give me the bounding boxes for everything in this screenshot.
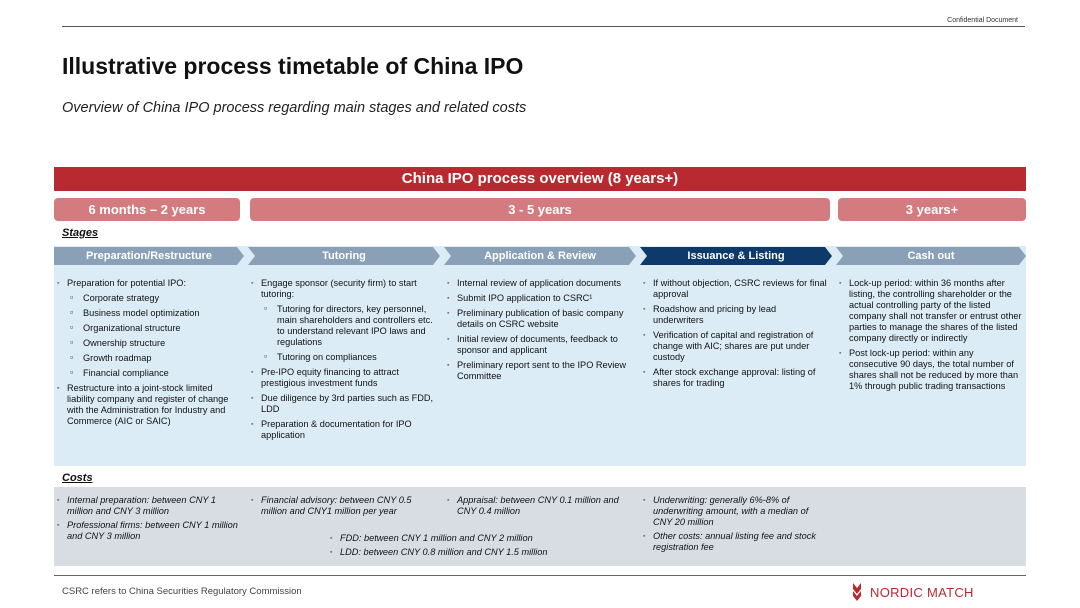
bullet-item: Preparation for potential IPO: Corporate… bbox=[57, 278, 240, 379]
bullet-item: Engage sponsor (security firm) to start … bbox=[251, 278, 436, 363]
costs-application-review: Appraisal: between CNY 0.1 million and C… bbox=[447, 495, 632, 520]
stage-details-preparation: Preparation for potential IPO: Corporate… bbox=[57, 278, 240, 431]
duration-bar-tutoring-to-listing: 3 - 5 years bbox=[250, 198, 830, 221]
duration-bar-cash-out: 3 years+ bbox=[838, 198, 1026, 221]
cost-item: Financial advisory: between CNY 0.5 mill… bbox=[251, 495, 436, 517]
cost-item: FDD: between CNY 1 million and CNY 2 mil… bbox=[330, 533, 630, 544]
sub-bullet-item: Financial compliance bbox=[67, 367, 240, 379]
sub-bullet-item: Tutoring on compliances bbox=[261, 351, 436, 363]
bullet-item: Submit IPO application to CSRC¹ bbox=[447, 293, 632, 304]
stage-details-issuance-listing: If without objection, CSRC reviews for f… bbox=[643, 278, 828, 393]
costs-label: Costs bbox=[62, 472, 93, 484]
stage-details-cash-out: Lock-up period: within 36 months after l… bbox=[839, 278, 1024, 396]
cost-item: Underwriting: generally 6%-8% of underwr… bbox=[643, 495, 828, 528]
stage-details-tutoring: Engage sponsor (security firm) to start … bbox=[251, 278, 436, 445]
stage-chevron-application-review: Application & Review bbox=[444, 247, 636, 265]
stage-chevron-cash-out: Cash out bbox=[836, 247, 1026, 265]
logo-mark-icon bbox=[853, 583, 861, 601]
bullet-text: Engage sponsor (security firm) to start … bbox=[261, 278, 417, 299]
costs-preparation: Internal preparation: between CNY 1 mill… bbox=[57, 495, 240, 545]
top-divider bbox=[62, 26, 1025, 27]
bullet-item: Verification of capital and registration… bbox=[643, 330, 828, 363]
page-subtitle: Overview of China IPO process regarding … bbox=[62, 100, 527, 116]
cost-item: Appraisal: between CNY 0.1 million and C… bbox=[447, 495, 632, 517]
bullet-item: Pre-IPO equity financing to attract pres… bbox=[251, 367, 436, 389]
cost-item: Other costs: annual listing fee and stoc… bbox=[643, 531, 828, 553]
stages-label: Stages bbox=[62, 227, 99, 239]
bullet-item: Roadshow and pricing by lead underwriter… bbox=[643, 304, 828, 326]
duration-bar-preparation: 6 months – 2 years bbox=[54, 198, 240, 221]
logo-text: NORDIC MATCH bbox=[870, 584, 974, 600]
bullet-item: Initial review of documents, feedback to… bbox=[447, 334, 632, 356]
sub-bullet-item: Business model optimization bbox=[67, 307, 240, 319]
sub-bullet-item: Ownership structure bbox=[67, 337, 240, 349]
stage-chevron-issuance-listing: Issuance & Listing bbox=[640, 247, 832, 265]
bullet-item: Due diligence by 3rd parties such as FDD… bbox=[251, 393, 436, 415]
page-title: Illustrative process timetable of China … bbox=[62, 53, 524, 79]
bullet-item: Post lock-up period: within any consecut… bbox=[839, 348, 1024, 392]
bottom-divider bbox=[54, 575, 1026, 576]
cost-item: Professional firms: between CNY 1 millio… bbox=[57, 520, 240, 542]
costs-issuance-listing: Underwriting: generally 6%-8% of underwr… bbox=[643, 495, 828, 556]
sub-bullet-item: Growth roadmap bbox=[67, 352, 240, 364]
stage-chevron-preparation: Preparation/Restructure bbox=[54, 247, 244, 265]
nordic-match-logo: NORDIC MATCH bbox=[850, 580, 974, 604]
overview-banner: China IPO process overview (8 years+) bbox=[54, 167, 1026, 191]
confidential-label: Confidential Document bbox=[947, 17, 1018, 24]
bullet-item: Preliminary publication of basic company… bbox=[447, 308, 632, 330]
footnote: CSRC refers to China Securities Regulato… bbox=[62, 586, 302, 597]
costs-tutoring: Financial advisory: between CNY 0.5 mill… bbox=[251, 495, 436, 520]
stage-details-application-review: Internal review of application documents… bbox=[447, 278, 632, 386]
bullet-item: Lock-up period: within 36 months after l… bbox=[839, 278, 1024, 344]
cost-item: LDD: between CNY 0.8 million and CNY 1.5… bbox=[330, 547, 630, 558]
bullet-item: Internal review of application documents bbox=[447, 278, 632, 289]
sub-bullet-item: Organizational structure bbox=[67, 322, 240, 334]
bullet-item: Preparation & documentation for IPO appl… bbox=[251, 419, 436, 441]
bullet-item: Restructure into a joint-stock limited l… bbox=[57, 383, 240, 427]
cost-item: Internal preparation: between CNY 1 mill… bbox=[57, 495, 240, 517]
sub-bullet-item: Corporate strategy bbox=[67, 292, 240, 304]
stage-chevron-tutoring: Tutoring bbox=[248, 247, 440, 265]
costs-due-diligence: FDD: between CNY 1 million and CNY 2 mil… bbox=[330, 533, 630, 561]
bullet-text: Preparation for potential IPO: bbox=[67, 278, 186, 288]
sub-bullet-item: Tutoring for directors, key personnel, m… bbox=[261, 303, 436, 348]
bullet-item: If without objection, CSRC reviews for f… bbox=[643, 278, 828, 300]
bullet-item: Preliminary report sent to the IPO Revie… bbox=[447, 360, 632, 382]
bullet-item: After stock exchange approval: listing o… bbox=[643, 367, 828, 389]
